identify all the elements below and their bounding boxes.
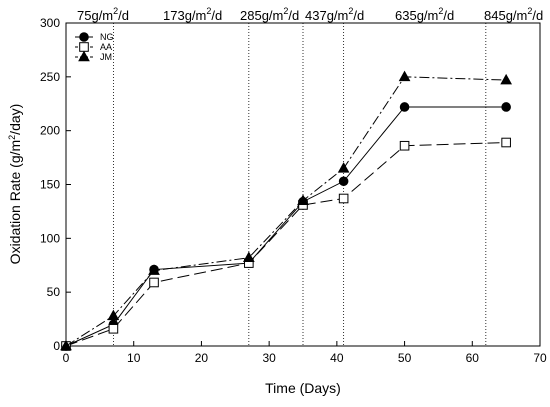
loading-annotation: 845g/m2/d [484, 6, 543, 23]
loading-annotations: 75g/m2/d 173g/m2/d 285g/m2/d 437g/m2/d 635g/… [77, 6, 543, 23]
y-tick-label: 100 [40, 231, 60, 245]
loading-annotation-value: 285g/m [240, 8, 283, 23]
series-group [60, 70, 512, 351]
y-axis-title-suffix: /day) [7, 104, 23, 135]
data-point-jm [148, 264, 160, 275]
x-tick-label: 30 [262, 351, 276, 365]
loading-annotation-suffix: /d [443, 8, 454, 23]
series-line-ng [65, 106, 507, 347]
loading-annotation-value: 635g/m [395, 8, 438, 23]
data-point-ng [338, 176, 349, 187]
loading-annotation-superscript: 2 [113, 6, 118, 16]
y-axis-title: Oxidation Rate (g/m2/day) [7, 104, 23, 265]
x-tick-label: 50 [398, 351, 412, 365]
x-tick-label: 60 [466, 351, 480, 365]
loading-annotation-superscript: 2 [206, 6, 211, 16]
data-point-jm [107, 309, 120, 321]
loading-change-lines [113, 23, 487, 346]
x-tick-label: 10 [127, 351, 141, 365]
loading-annotation-superscript: 2 [438, 6, 443, 16]
x-axis-title: Time (Days) [265, 380, 341, 396]
data-point-jm [297, 194, 309, 205]
legend-marker-jm [78, 50, 90, 62]
loading-annotation: 285g/m2/d [240, 6, 299, 23]
data-point-aa [149, 277, 159, 288]
y-tick-label: 250 [40, 70, 60, 84]
loading-annotation: 173g/m2/d [163, 6, 222, 23]
data-point-aa [338, 193, 349, 204]
loading-annotation-value: 437g/m [305, 8, 348, 23]
y-tick-label: 150 [40, 178, 60, 192]
axis-ticks: 0 10 20 30 40 50 60 70 0 50 100 150 200 250 300 [40, 16, 547, 365]
series-jm [60, 70, 512, 351]
loading-annotation: 635g/m2/d [395, 6, 454, 23]
data-point-aa [399, 140, 410, 151]
data-point-ng [501, 102, 511, 112]
legend-label-aa: AA [100, 42, 112, 52]
loading-annotation-superscript: 2 [348, 6, 353, 16]
y-axis-title-main: Oxidation Rate (g/m [7, 140, 23, 265]
loading-annotation-suffix: /d [211, 8, 222, 23]
legend-marker-aa [79, 42, 89, 52]
series-line-aa [65, 142, 507, 347]
y-tick-label: 300 [40, 16, 60, 30]
legend-label-jm: JM [100, 52, 112, 62]
series-aa [61, 137, 511, 351]
x-tick-label: 70 [533, 351, 547, 365]
data-point-jm [337, 162, 350, 173]
x-tick-label: 20 [195, 351, 209, 365]
data-point-jm [398, 70, 411, 82]
data-point-aa [501, 137, 511, 148]
loading-annotation-suffix: /d [532, 8, 543, 23]
loading-annotation-suffix: /d [353, 8, 364, 23]
data-point-jm [242, 251, 255, 263]
data-point-jm [60, 339, 72, 351]
y-axis-title-superscript: 2 [7, 135, 17, 140]
x-tick-label: 40 [330, 351, 344, 365]
loading-annotation-value: 173g/m [163, 8, 206, 23]
loading-annotation-suffix: /d [288, 8, 299, 23]
y-tick-label: 200 [40, 124, 60, 138]
loading-annotation-value: 75g/m [77, 8, 113, 23]
data-point-jm [500, 73, 512, 85]
loading-annotation: 75g/m2/d [77, 6, 129, 23]
loading-annotation-superscript: 2 [283, 6, 288, 16]
loading-annotation-superscript: 2 [527, 6, 532, 16]
series-ng [61, 102, 511, 351]
loading-annotation-value: 845g/m [484, 8, 527, 23]
data-point-ng [399, 102, 410, 112]
loading-annotation: 437g/m2/d [305, 6, 364, 23]
series-line-jm [65, 76, 507, 347]
x-tick-label: 0 [63, 351, 70, 365]
legend-marker-ng [79, 32, 89, 42]
y-tick-label: 0 [53, 339, 60, 353]
loading-annotation-suffix: /d [118, 8, 129, 23]
data-point-aa [108, 323, 119, 334]
legend-label-ng: NG [100, 32, 114, 42]
y-tick-label: 50 [47, 285, 61, 299]
